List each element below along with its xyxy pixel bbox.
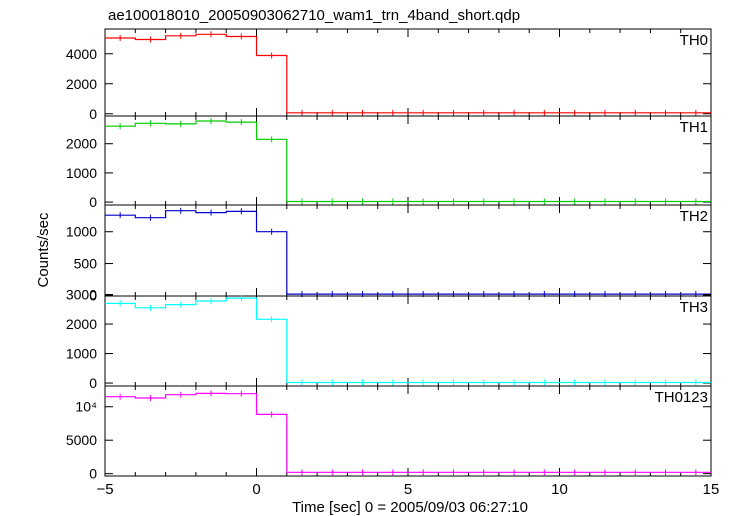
series-line-th3 [105,297,711,384]
panel-frame [104,385,712,477]
y-tick-label: 500 [74,256,98,272]
y-tick-label: 1000 [66,346,97,362]
x-tick-label: 15 [703,481,720,498]
series-line-th1 [105,120,711,203]
y-tick-label: 1000 [66,165,97,181]
y-tick-label: 0 [89,287,97,303]
y-tick-label: 2000 [66,316,97,332]
panel-label: TH3 [680,299,708,316]
y-tick-label: 3000 [66,287,97,303]
panel-label: TH2 [680,208,708,225]
y-tick-label: 1000 [66,224,97,240]
panel-th3: 0 1000 2000 3000 TH3 [66,287,712,391]
plot-title: ae100018010_20050903062710_wam1_trn_4ban… [108,7,520,24]
panel-th2: 0 500 1000 TH2 [66,204,712,303]
panels: 020004000TH0010002000TH105001000TH201000… [66,28,720,498]
panel-label: TH0123 [655,389,708,406]
y-axis-label: Counts/sec [35,212,52,288]
y-tick-label: 5000 [66,432,97,448]
x-axis-label: Time [sec] 0 = 2005/09/03 06:27:10 [292,499,528,516]
panel-label: TH1 [680,119,708,136]
panel-th1: 0 1000 2000 TH1 [66,115,712,210]
panel-frame [104,28,712,117]
panel-th0123: 0 5000 10⁴ TH0123 [66,385,712,482]
series-line-th0123 [105,392,711,473]
panel-label: TH0 [680,32,708,49]
y-tick-label: 2000 [66,76,97,92]
x-tick-label: 10 [551,481,568,498]
panel-frame [104,115,712,206]
y-tick-label: 0 [89,106,97,122]
y-tick-label: 2000 [66,136,97,152]
panel-frame [104,204,712,297]
panel-th0: 0 2000 4000 TH0 [66,28,712,122]
series-line-th0 [105,33,711,114]
y-tick-label: 0 [89,194,97,210]
x-tick-label: 5 [404,481,412,498]
panel-frame [104,295,712,387]
x-tick-label: −5 [96,481,113,498]
series-line-th2 [105,210,711,295]
y-tick-label: 0 [89,466,97,482]
y-tick-label: 4000 [66,46,97,62]
y-tick-label: 0 [89,375,97,391]
y-tick-label: 10⁴ [75,399,97,415]
x-tick-label: 0 [252,481,260,498]
